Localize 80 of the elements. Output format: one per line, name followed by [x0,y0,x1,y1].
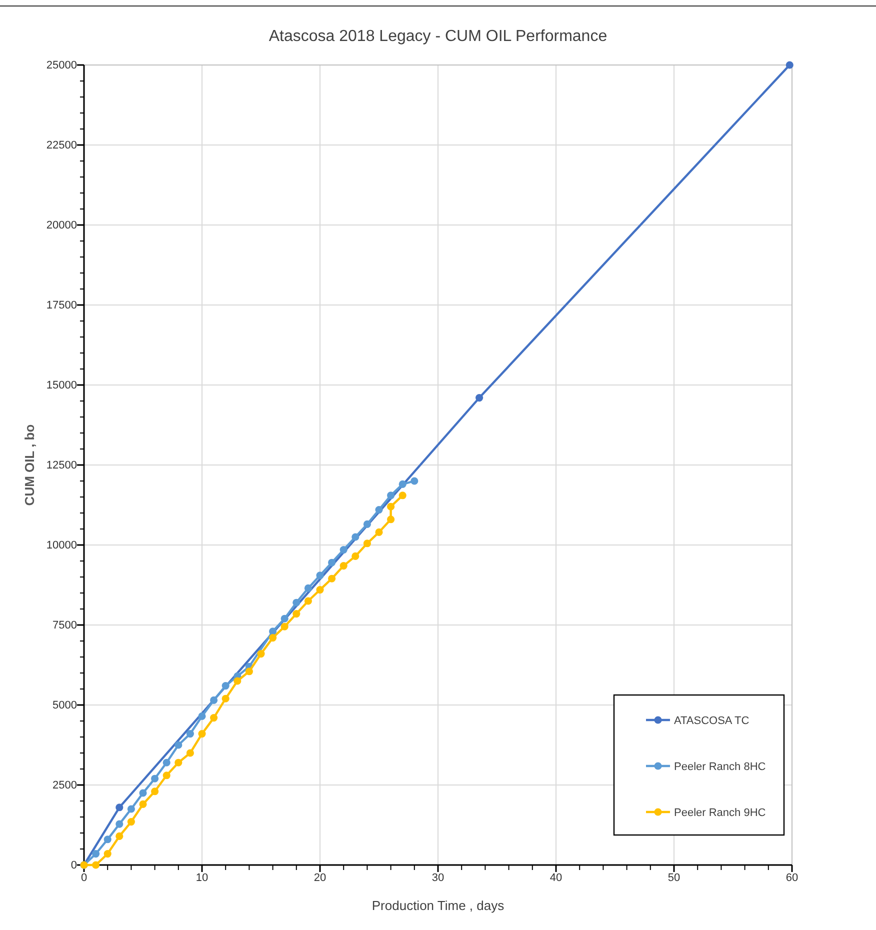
point [234,677,242,685]
point [340,546,348,554]
point [387,502,395,510]
point [363,540,371,548]
point [340,562,348,570]
point [139,789,147,797]
point [198,730,206,738]
point [375,528,383,536]
point [786,61,794,69]
point [174,741,182,749]
y-tick-label: 7500 [52,620,77,632]
x-axis-title: Production Time , days [372,898,505,913]
point [352,552,360,560]
point [280,622,288,630]
point [210,714,218,722]
point [476,394,484,402]
y-tick-label: 2500 [52,780,77,792]
point [280,614,288,622]
point [151,774,159,782]
y-tick-label: 17500 [46,300,77,312]
x-tick-label: 40 [550,872,562,884]
x-tick-label: 20 [314,872,326,884]
x-tick-label: 0 [80,872,88,884]
x-tick-label: 60 [786,872,798,884]
y-tick-label: 10000 [46,540,77,552]
point [116,820,124,828]
x-tick-label: 50 [668,872,680,884]
point [387,492,395,500]
point [269,634,277,642]
point [269,628,277,636]
point [186,730,194,738]
point [222,682,230,690]
point [127,818,135,826]
point [257,650,265,658]
x-tick-label: 10 [196,872,208,884]
y-tick-label: 12500 [46,460,77,472]
y-tick-label: 0 [70,860,77,872]
point [352,533,360,541]
legend-label: Peeler Ranch 9HC [674,807,766,819]
point [292,598,300,606]
point [104,850,112,858]
point [174,758,182,766]
point [162,772,170,780]
y-tick-label: 25000 [46,60,77,72]
y-tick-label: 5000 [52,700,77,712]
point [328,558,336,566]
point [210,696,218,704]
point [328,574,336,582]
point [116,804,124,812]
point [398,480,406,488]
point [151,788,159,796]
point [92,850,100,858]
point [398,492,406,500]
point [127,805,135,813]
point [387,516,395,524]
point [104,836,112,844]
point [292,610,300,618]
point [410,477,418,485]
point [363,520,371,528]
point [375,506,383,514]
point [316,586,324,594]
y-tick-label: 15000 [46,380,77,392]
point [222,694,230,702]
point [304,597,312,605]
point [316,572,324,580]
legend-label: Peeler Ranch 8HC [674,761,766,773]
point [304,584,312,592]
y-tick-label: 22500 [46,140,77,152]
point [186,749,194,757]
point [198,712,206,720]
point [139,800,147,808]
point [162,758,170,766]
legend-label: ATASCOSA TC [674,715,750,727]
x-tick-label: 30 [432,872,444,884]
point [116,832,124,840]
chart-title: Atascosa 2018 Legacy - CUM OIL Performance [268,28,608,45]
point [245,668,253,676]
y-axis-title: CUM OIL , bo [22,424,37,506]
point [92,861,100,869]
y-tick-label: 20000 [46,220,77,232]
